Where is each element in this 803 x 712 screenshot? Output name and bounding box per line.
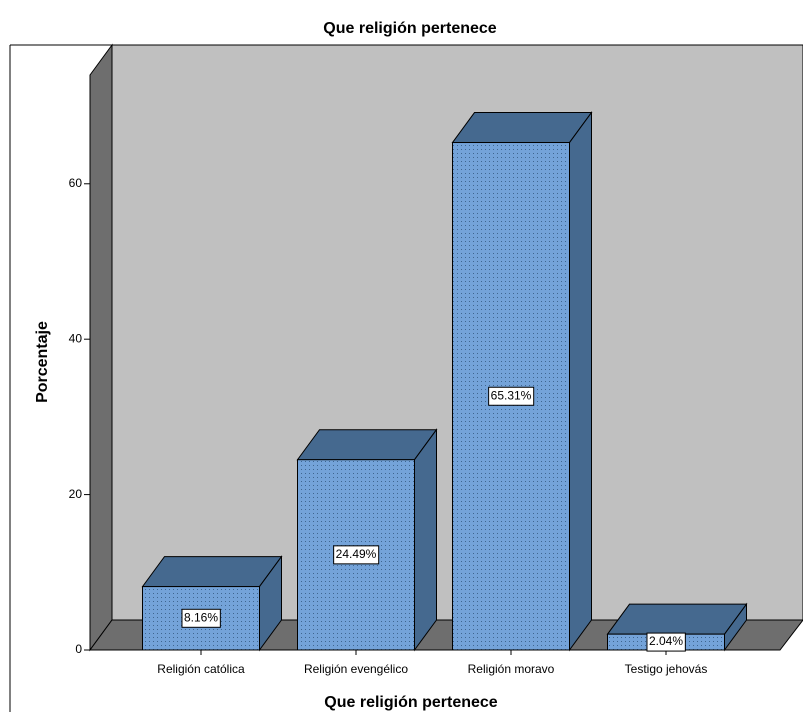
value-label-box	[488, 386, 535, 406]
value-label-box	[646, 632, 686, 652]
y-tick-label: 60	[69, 176, 83, 190]
value-label: 8.16%	[184, 610, 218, 624]
chart-title: Que religión pertenece	[323, 20, 496, 37]
value-label: 65.31%	[491, 388, 532, 402]
value-label-box	[333, 545, 380, 565]
x-tick-label: Testigo jehovás	[625, 662, 708, 676]
x-axis-title: Que religión pertenece	[324, 694, 497, 711]
y-tick-label: 0	[75, 642, 82, 656]
x-tick-label: Religión evengélico	[304, 662, 408, 676]
side-wall	[89, 43, 113, 652]
bar-side	[569, 110, 592, 652]
bar-top	[141, 556, 283, 588]
value-label: 24.49%	[336, 547, 377, 561]
bar-side	[414, 428, 437, 652]
value-label: 2.04%	[649, 634, 683, 648]
bar-top	[296, 429, 438, 461]
y-tick-label: 40	[69, 331, 83, 345]
value-label-box	[181, 608, 221, 628]
y-axis-title: Porcentaje	[34, 321, 51, 403]
x-tick-label: Religión moravo	[468, 662, 555, 676]
bar-top	[606, 603, 748, 635]
x-tick-label: Religión católica	[157, 662, 245, 676]
y-tick-label: 20	[69, 487, 83, 501]
bar-top	[451, 112, 593, 144]
